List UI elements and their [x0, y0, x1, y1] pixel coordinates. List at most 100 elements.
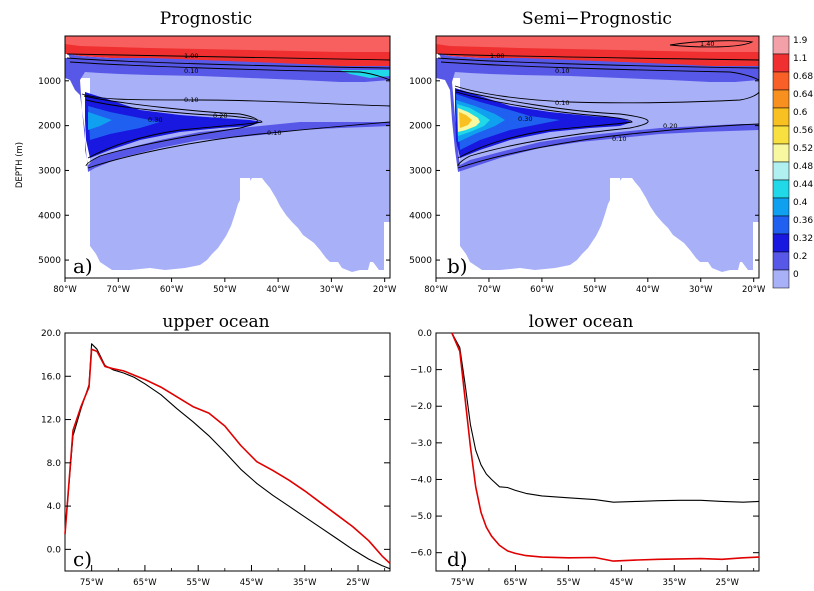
seafloor-ridge: [225, 178, 288, 278]
contour-label: 1.40: [700, 40, 714, 48]
y-tick-label: 16.0: [41, 372, 61, 382]
x-tick-label: 60°W: [160, 285, 184, 295]
x-tick-label: 65°W: [504, 578, 528, 588]
colorbar-label: 0.2: [793, 252, 807, 262]
y-tick-label: 8.0: [47, 459, 62, 469]
colorbar-label: 1.1: [793, 54, 807, 64]
x-axis: 75°W 65°W 55°W 45°W 35°W 25°W: [64, 565, 386, 588]
x-tick-label: 55°W: [186, 578, 210, 588]
x-tick-label: 40°W: [266, 285, 290, 295]
contour-0p20: [455, 89, 649, 167]
y-tick-label: −6.0: [410, 549, 432, 559]
colorbar-swatch: [772, 269, 790, 289]
y-tick-label: 3000: [38, 166, 61, 176]
y-tick-label: 12.0: [41, 416, 61, 426]
panel-d-label: d): [447, 547, 468, 571]
series-line-red: [451, 332, 760, 562]
colorbar-label: 0.52: [793, 144, 813, 154]
x-tick-label: 40°W: [636, 285, 660, 295]
colorbar-label: 0.48: [793, 162, 813, 172]
y-axis: 1000 2000 3000 4000 5000: [409, 77, 759, 266]
panel-b-title: Semi−Prognostic: [522, 9, 672, 29]
contour-1p40: [669, 40, 754, 48]
y-tick-label: 1000: [38, 77, 61, 87]
x-tick-label: 50°W: [213, 285, 237, 295]
x-tick-label: 30°W: [689, 285, 713, 295]
panel-d-title: lower ocean: [529, 312, 634, 332]
x-tick-label: 20°W: [742, 285, 766, 295]
contour-label: 0.10: [267, 129, 281, 137]
contour-label: 0.10: [555, 99, 569, 107]
plot-frame: [64, 332, 391, 572]
contour-1p00: [437, 53, 760, 61]
contour-lines: [437, 40, 760, 169]
y-tick-label: 4000: [409, 211, 432, 221]
panel-a-title: Prognostic: [160, 9, 252, 29]
x-tick-label: 55°W: [557, 578, 581, 588]
contour-label: 0.20: [663, 122, 677, 130]
y-tick-label: −1.0: [410, 366, 432, 376]
colorbar-label: 0.44: [793, 180, 813, 190]
colorbar-swatch: [772, 53, 790, 73]
colorbar-swatch: [772, 107, 790, 127]
field-core: [88, 106, 160, 140]
contour-0p20: [83, 95, 258, 167]
contour-label: 0.30: [518, 115, 532, 123]
y-tick-label: −3.0: [410, 439, 432, 449]
colorbar-swatch: [772, 35, 790, 55]
x-tick-label: 50°W: [583, 285, 607, 295]
colorbar-swatch: [772, 89, 790, 109]
colorbar-swatch: [772, 251, 790, 271]
y-tick-label: 20.0: [41, 329, 61, 339]
y-tick-label: 2000: [38, 122, 61, 132]
x-tick-label: 35°W: [293, 578, 317, 588]
colorbar-label: 0.32: [793, 234, 813, 244]
colorbar-label: 0.56: [793, 126, 813, 136]
y-tick-label: 4000: [38, 211, 61, 221]
y-tick-label: 4.0: [47, 502, 62, 512]
x-tick-label: 80°W: [424, 285, 448, 295]
panel-c-upper-ocean-chart: upper ocean 75°W 65°W 55°W 45°W 35°W 25°W 20.…: [41, 312, 391, 588]
x-tick-label: 25°W: [715, 578, 739, 588]
panel-a-prognostic-section: Prognostic DEPTH (m) 1.00 0.10: [15, 9, 397, 295]
contour-0p30: [85, 99, 263, 159]
surface-gradient: [68, 54, 390, 70]
surface-top: [436, 36, 759, 52]
x-tick-label: 35°W: [663, 578, 687, 588]
contour-label: 0.10: [612, 135, 626, 143]
x-tick-label: 45°W: [610, 578, 634, 588]
x-axis: 75°W 65°W 55°W 45°W 35°W 25°W: [435, 565, 755, 588]
colorbar-swatch: [772, 143, 790, 163]
series-line-black: [451, 332, 760, 503]
x-axis: 80°W 70°W 60°W 50°W 40°W 30°W 20°W: [424, 278, 766, 295]
y-tick-label: −2.0: [410, 402, 432, 412]
x-tick-label: 65°W: [133, 578, 157, 588]
colorbar-label: 1.9: [793, 36, 808, 46]
x-tick-label: 30°W: [320, 285, 344, 295]
x-tick-label: 45°W: [240, 578, 264, 588]
y-tick-label: −4.0: [410, 475, 432, 485]
contour-label: 0.10: [184, 67, 198, 75]
x-tick-label: 75°W: [451, 578, 475, 588]
colorbar-label: 0.36: [793, 216, 813, 226]
plot-frame: [435, 332, 760, 572]
contour-0p10-lower: [457, 123, 760, 169]
contour-0p50: [437, 57, 760, 69]
y-tick-label: 3000: [409, 166, 432, 176]
contour-0p10-mid: [454, 85, 760, 104]
x-tick-label: 20°W: [373, 285, 397, 295]
x-tick-label: 70°W: [477, 285, 501, 295]
field-core: [456, 94, 560, 150]
y-tick-label: −5.0: [410, 512, 432, 522]
plot-frame: [435, 35, 760, 279]
y-tick-label: 5000: [38, 256, 61, 266]
panel-d-lower-ocean-chart: lower ocean 75°W 65°W 55°W 45°W 35°W 25°W 0.0…: [410, 312, 760, 588]
x-axis: 80°W 70°W 60°W 50°W 40°W 30°W 20°W: [53, 278, 397, 295]
contour-0p10-upper: [440, 61, 760, 81]
panel-b-semi-prognostic-section: Semi−Prognostic 1.00 1.40 0.10 0.10 0.30…: [409, 9, 766, 295]
surface-gradient: [439, 54, 759, 70]
y-tick-label: 0.0: [47, 545, 62, 555]
contour-0p30: [455, 91, 633, 159]
field-mid-value: [65, 58, 390, 172]
